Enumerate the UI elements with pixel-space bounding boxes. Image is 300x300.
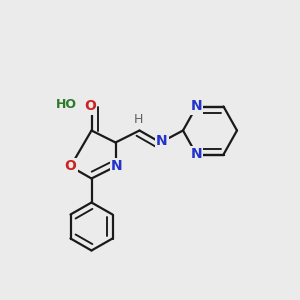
Text: O: O [84,100,96,113]
Text: H: H [133,112,143,126]
Text: HO: HO [56,98,76,112]
Text: N: N [156,134,168,148]
Text: N: N [191,148,202,161]
Text: O: O [64,160,76,173]
Text: N: N [191,100,202,113]
Text: N: N [111,160,123,173]
